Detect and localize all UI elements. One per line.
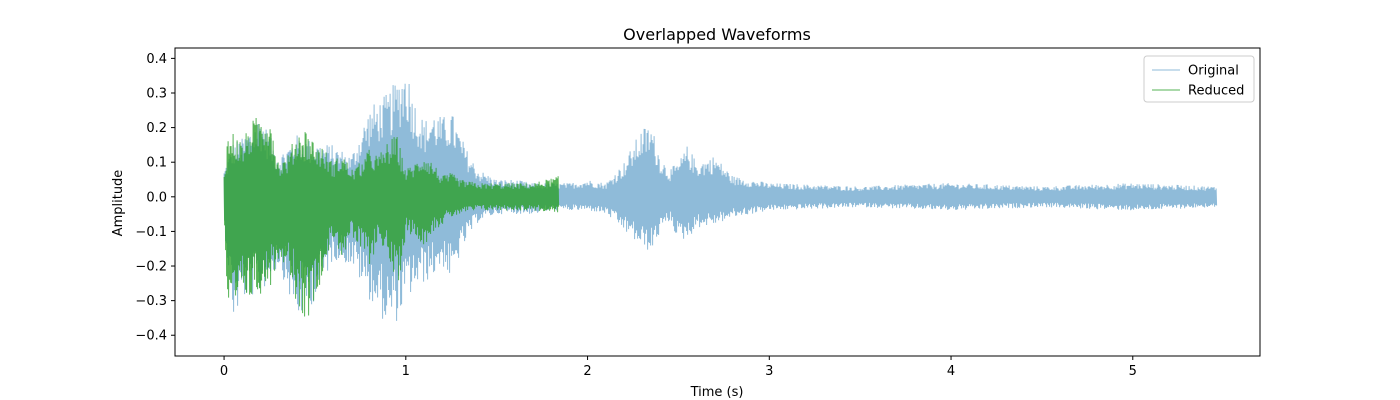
series-original-line — [223, 83, 1218, 321]
x-tick-label: 3 — [765, 364, 773, 379]
axes: 0 1 2 3 4 5 −0.4 −0.3 −0.2 −0.1 0.0 0.1 0.2 0.3 0.4 — [135, 47, 1261, 379]
y-tick-label: 0.3 — [146, 86, 167, 101]
y-tick-label: 0.1 — [146, 156, 167, 171]
y-axis-label: Amplitude — [111, 170, 126, 237]
x-tick-label: 0 — [220, 364, 228, 379]
plot-area — [223, 83, 1218, 321]
x-tick-label: 4 — [947, 364, 955, 379]
x-tick-label: 2 — [583, 364, 591, 379]
y-tick-label: 0.2 — [146, 121, 167, 136]
legend-label-reduced: Reduced — [1188, 84, 1244, 99]
y-tick-label: 0.0 — [146, 190, 167, 205]
y-tick-label: −0.3 — [135, 294, 167, 309]
y-tick-label: −0.1 — [135, 225, 167, 240]
y-tick-label: −0.2 — [135, 260, 167, 275]
x-tick-label: 5 — [1129, 364, 1137, 379]
legend-label-original: Original — [1188, 64, 1239, 79]
x-tick-label: 1 — [402, 364, 410, 379]
legend: Original Reduced — [1143, 55, 1255, 103]
y-tick-label: −0.4 — [135, 329, 167, 344]
chart-title: Overlapped Waveforms — [623, 25, 811, 44]
y-tick-label: 0.4 — [146, 52, 167, 67]
series-reduced-line — [223, 117, 560, 317]
x-axis-label: Time (s) — [690, 385, 744, 400]
axes-frame — [174, 47, 1261, 357]
